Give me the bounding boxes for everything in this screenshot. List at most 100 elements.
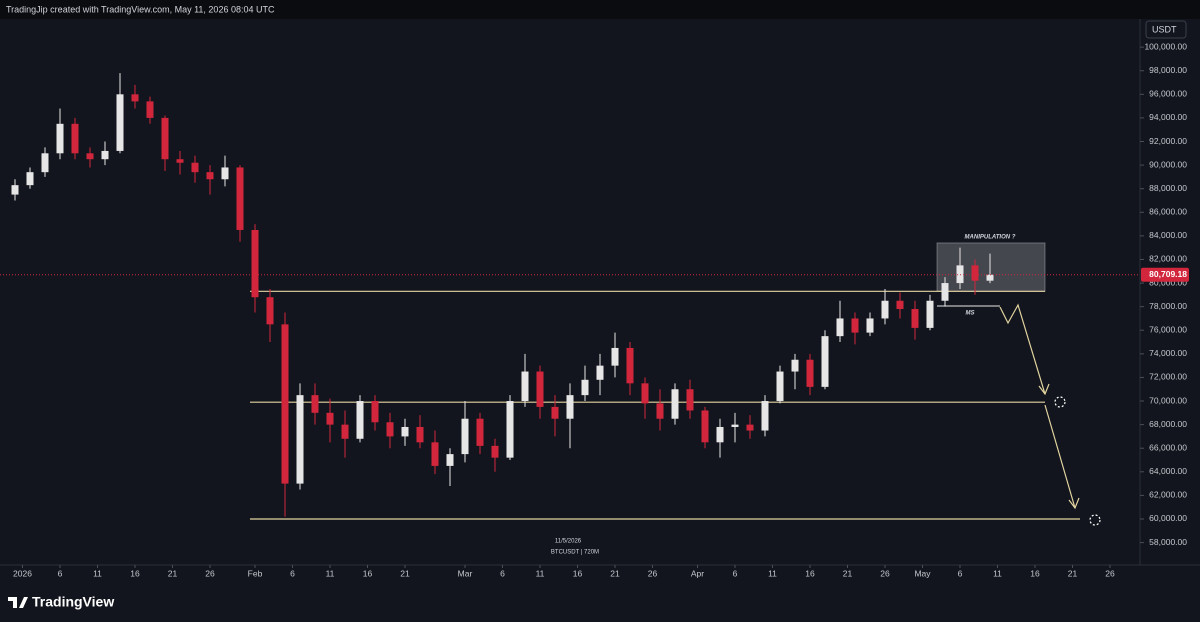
candle-body bbox=[221, 167, 229, 180]
x-tick-label: 11 bbox=[768, 568, 777, 578]
x-tick-label: 21 bbox=[843, 568, 853, 578]
candle-body bbox=[416, 426, 424, 443]
y-tick-label: 80,000.00 bbox=[1149, 277, 1187, 287]
candle-body bbox=[686, 389, 694, 411]
y-tick-label: 70,000.00 bbox=[1149, 395, 1187, 405]
x-tick-label: 6 bbox=[290, 568, 295, 578]
candle-body bbox=[581, 379, 589, 396]
candle-body bbox=[806, 359, 814, 387]
candle-body bbox=[116, 94, 124, 151]
candle-body bbox=[296, 395, 304, 484]
candle-body bbox=[326, 412, 334, 425]
y-tick-label: 68,000.00 bbox=[1149, 419, 1187, 429]
x-tick-label: 6 bbox=[58, 568, 63, 578]
y-tick-label: 100,000.00 bbox=[1144, 41, 1187, 51]
x-tick-label: 21 bbox=[1068, 568, 1078, 578]
candle-body bbox=[11, 185, 19, 195]
candle-body bbox=[401, 426, 409, 437]
header-bar bbox=[0, 0, 1200, 19]
y-tick-label: 60,000.00 bbox=[1149, 513, 1187, 523]
watermark: BTCUSDT | 720M bbox=[551, 550, 599, 556]
candle-body bbox=[821, 336, 829, 387]
x-tick-label: May bbox=[914, 568, 931, 578]
candle-body bbox=[911, 309, 919, 328]
plot: 58,000.00 60,000.00 62,000.00 64,000.00 66,0… bbox=[0, 41, 1189, 578]
x-tick-label: 26 bbox=[880, 568, 890, 578]
candle-body bbox=[866, 318, 874, 333]
candle-body bbox=[461, 418, 469, 455]
candle-body bbox=[896, 300, 904, 310]
candle-body bbox=[626, 347, 634, 384]
candle-body bbox=[926, 300, 934, 328]
candle-body bbox=[341, 424, 349, 439]
candle-body bbox=[356, 401, 364, 439]
candle-body bbox=[86, 153, 94, 160]
y-tick-label: 84,000.00 bbox=[1149, 230, 1187, 240]
zone-box bbox=[936, 242, 1046, 292]
candle-body bbox=[176, 159, 184, 163]
candle-body bbox=[656, 403, 664, 419]
candle-body bbox=[206, 172, 214, 180]
arrow bbox=[1044, 404, 1080, 510]
y-tick-label: 94,000.00 bbox=[1149, 112, 1187, 122]
x-tick-label: Mar bbox=[458, 568, 473, 578]
candle-body bbox=[611, 347, 619, 366]
y-tick-label: 76,000.00 bbox=[1149, 324, 1187, 334]
x-tick-label: 2026 bbox=[13, 568, 32, 578]
brand: TradingView bbox=[32, 594, 114, 610]
logo-icon bbox=[8, 597, 28, 608]
candle-body bbox=[26, 172, 34, 186]
y-tick-label: 74,000.00 bbox=[1149, 348, 1187, 358]
y-tick-label: 88,000.00 bbox=[1149, 183, 1187, 193]
candle-body bbox=[281, 324, 289, 484]
candle-body bbox=[851, 318, 859, 333]
x-tick-label: 16 bbox=[130, 568, 140, 578]
y-tick-label: 86,000.00 bbox=[1149, 207, 1187, 217]
x-tick-label: 21 bbox=[168, 568, 178, 578]
target bbox=[1089, 514, 1101, 526]
candle-body bbox=[101, 150, 109, 160]
candle-body bbox=[521, 371, 529, 402]
candle-body bbox=[551, 406, 559, 419]
x-tick-label: 16 bbox=[805, 568, 815, 578]
candle-body bbox=[266, 297, 274, 325]
y-tick-label: 66,000.00 bbox=[1149, 442, 1187, 452]
candle-body bbox=[131, 94, 139, 102]
x-tick-label: 11 bbox=[326, 568, 335, 578]
candle-body bbox=[71, 123, 79, 154]
candle-body bbox=[251, 229, 259, 298]
y-tick-label: 64,000.00 bbox=[1149, 466, 1187, 476]
candle-body bbox=[56, 123, 64, 154]
y-tick-label: 90,000.00 bbox=[1149, 159, 1187, 169]
candle-body bbox=[971, 265, 979, 281]
y-tick-label: 82,000.00 bbox=[1149, 254, 1187, 264]
candle-body bbox=[746, 424, 754, 431]
candle-body bbox=[446, 454, 454, 466]
y-tick-label: 92,000.00 bbox=[1149, 136, 1187, 146]
brand-logo: TradingView bbox=[8, 594, 114, 610]
candle-body bbox=[731, 424, 739, 427]
target bbox=[1054, 396, 1066, 408]
annotation: MANIPULATION ? bbox=[965, 235, 1016, 241]
x-tick-label: 16 bbox=[1030, 568, 1040, 578]
candle-body bbox=[701, 410, 709, 443]
currency-box bbox=[1145, 20, 1187, 39]
header: TradingJip created with TradingView.com,… bbox=[6, 4, 275, 14]
candle-body bbox=[716, 426, 724, 443]
candle-body bbox=[191, 162, 199, 173]
x-tick-label: Feb bbox=[248, 568, 263, 578]
y-tick-label: 96,000.00 bbox=[1149, 89, 1187, 99]
candle-body bbox=[566, 395, 574, 419]
x-tick-label: 11 bbox=[93, 568, 102, 578]
candle-body bbox=[161, 117, 169, 160]
y-tick-label: 58,000.00 bbox=[1149, 537, 1187, 547]
candle-body bbox=[371, 401, 379, 423]
projection-arrows bbox=[999, 303, 1101, 526]
candle-body bbox=[506, 401, 514, 458]
annotation: MS bbox=[966, 311, 975, 317]
x-tick-label: 21 bbox=[400, 568, 410, 578]
last-price-box bbox=[1141, 267, 1189, 282]
last-price-label: 80,709.18 bbox=[1149, 269, 1187, 279]
y-tick-label: 62,000.00 bbox=[1149, 490, 1187, 500]
candle-body bbox=[41, 153, 49, 173]
